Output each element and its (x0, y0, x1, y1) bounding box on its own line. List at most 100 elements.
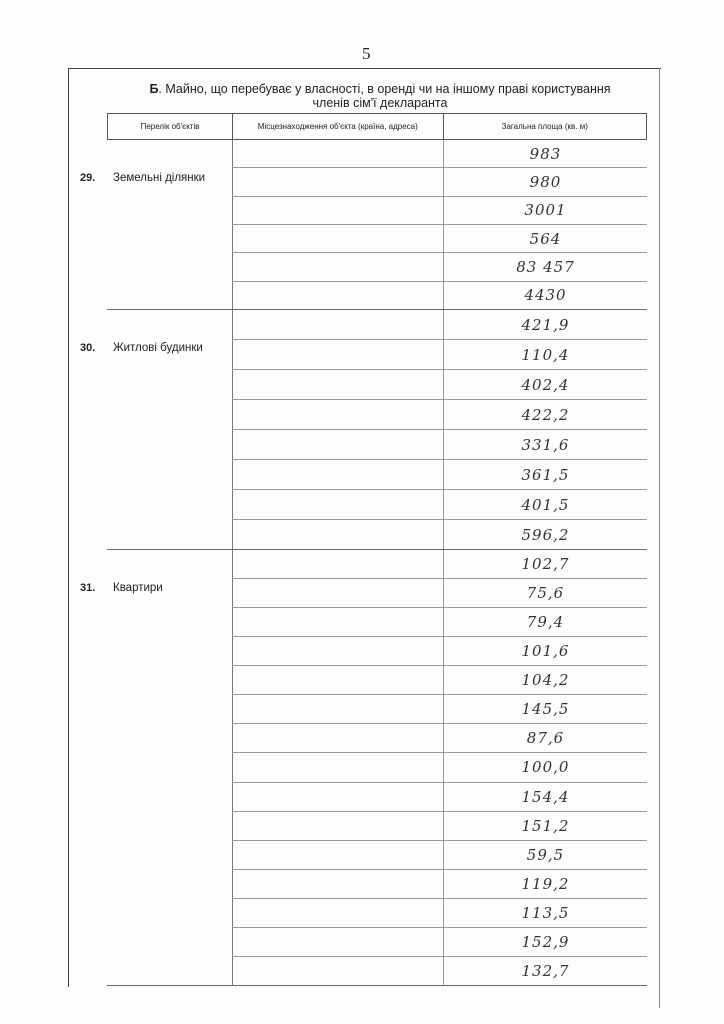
section-title-line1: . Майно, що перебуває у власності, в оре… (158, 82, 611, 96)
page-frame (68, 68, 661, 987)
table-row: 331,6 (232, 430, 647, 460)
rows: 102,7 75,6 79,4 101,6 104,2 145,5 87,6 100,0 154… (232, 550, 647, 985)
table-row: 151,2 (232, 811, 647, 841)
table-row: 75,6 (232, 579, 647, 609)
page-number: 5 (362, 44, 371, 63)
object-type-cell (107, 550, 233, 985)
area-value: 980 (529, 172, 562, 191)
table-row: 596,2 (232, 520, 647, 549)
location-cell (232, 724, 444, 753)
area-value: 361,5 (521, 465, 570, 484)
page-frame-right (659, 68, 660, 1008)
table-row: 3001 (232, 196, 647, 225)
area-value: 331,6 (521, 435, 570, 454)
location-cell (232, 370, 444, 399)
location-cell (232, 253, 444, 281)
area-value: 102,7 (521, 555, 570, 574)
table-row: 401,5 (232, 490, 647, 520)
location-cell (232, 927, 444, 956)
table-row: 402,4 (232, 370, 647, 400)
table-row: 421,9 (232, 310, 647, 340)
section-29: 29. Земельні ділянки 983 980 3001 564 83 457… (80, 140, 647, 310)
table-row: 132,7 (232, 956, 647, 985)
area-value: 119,2 (521, 874, 570, 893)
location-cell (232, 400, 444, 429)
section-30: 30. Житлові будинки 421,9 110,4 402,4 422,2… (80, 310, 647, 550)
area-value: 83 457 (516, 257, 575, 276)
area-value: 87,6 (526, 729, 565, 748)
area-value: 422,2 (521, 405, 570, 424)
object-type-label: Житлові будинки (113, 342, 203, 354)
area-value: 421,9 (521, 315, 570, 334)
location-cell (232, 753, 444, 782)
table-row: 152,9 (232, 927, 647, 957)
location-cell (232, 550, 444, 579)
location-cell (232, 695, 444, 724)
section-letter: Б (149, 82, 159, 96)
area-value: 3001 (524, 201, 567, 220)
location-cell (232, 782, 444, 811)
area-value: 564 (529, 229, 562, 248)
rows: 421,9 110,4 402,4 422,2 331,6 361,5 401,5 596,2 (232, 310, 647, 549)
area-value: 59,5 (526, 845, 565, 864)
table-row: 100,0 (232, 753, 647, 783)
area-value: 132,7 (521, 961, 570, 980)
table-row: 83 457 (232, 253, 647, 282)
table-row: 422,2 (232, 400, 647, 430)
location-cell (232, 490, 444, 519)
table-row: 110,4 (232, 340, 647, 370)
table-row: 59,5 (232, 840, 647, 870)
table-row: 361,5 (232, 460, 647, 490)
section-31: 31. Квартири 102,7 75,6 79,4 101,6 104,2 145,… (80, 550, 647, 986)
area-value: 113,5 (521, 903, 570, 922)
location-cell (232, 840, 444, 869)
area-value: 104,2 (521, 671, 570, 690)
location-cell (232, 196, 444, 224)
table-row: 102,7 (232, 550, 647, 580)
section-number: 31. (80, 582, 96, 594)
section-number: 29. (80, 172, 96, 184)
area-value: 145,5 (521, 700, 570, 719)
table-row: 113,5 (232, 898, 647, 928)
area-value: 596,2 (521, 525, 570, 544)
table-row: 983 (232, 140, 647, 169)
section-title: Б. Майно, що перебуває у власності, в ор… (120, 82, 640, 110)
table-row: 564 (232, 224, 647, 254)
location-cell (232, 608, 444, 637)
table-row: 119,2 (232, 869, 647, 899)
table-row: 980 (232, 168, 647, 197)
area-value: 4430 (524, 286, 567, 305)
area-value: 152,9 (521, 932, 570, 951)
section-number: 30. (80, 342, 96, 354)
table-row: 104,2 (232, 666, 647, 696)
location-cell (232, 666, 444, 695)
location-cell (232, 520, 444, 549)
column-header-objects: Перелік об'єктів (108, 114, 234, 139)
location-cell (232, 310, 444, 339)
table-row: 4430 (232, 281, 647, 309)
location-cell (232, 430, 444, 459)
location-cell (232, 460, 444, 489)
area-value: 154,4 (521, 787, 570, 806)
location-cell (232, 637, 444, 666)
column-header-area: Загальна площа (кв. м) (501, 122, 588, 131)
area-value: 101,6 (521, 642, 570, 661)
location-cell (232, 898, 444, 927)
table-header: Перелік об'єктів Місцезнаходження об'єкт… (107, 113, 647, 140)
object-type-label: Земельні ділянки (113, 172, 206, 184)
area-value: 151,2 (521, 816, 570, 835)
object-type-label: Квартири (113, 582, 163, 594)
column-header-location: Місцезнаходження об'єкта (країна, адреса… (233, 114, 444, 139)
area-value: 983 (529, 144, 562, 163)
location-cell (232, 869, 444, 898)
location-cell (232, 579, 444, 608)
table-row: 145,5 (232, 695, 647, 725)
area-value: 79,4 (526, 613, 565, 632)
object-type-cell (107, 140, 233, 309)
section-title-line2: членів сім'ї декларанта (312, 96, 448, 110)
table-row: 101,6 (232, 637, 647, 667)
location-cell (232, 224, 444, 253)
location-cell (232, 168, 444, 196)
table-row: 79,4 (232, 608, 647, 638)
area-value: 100,0 (521, 758, 570, 777)
